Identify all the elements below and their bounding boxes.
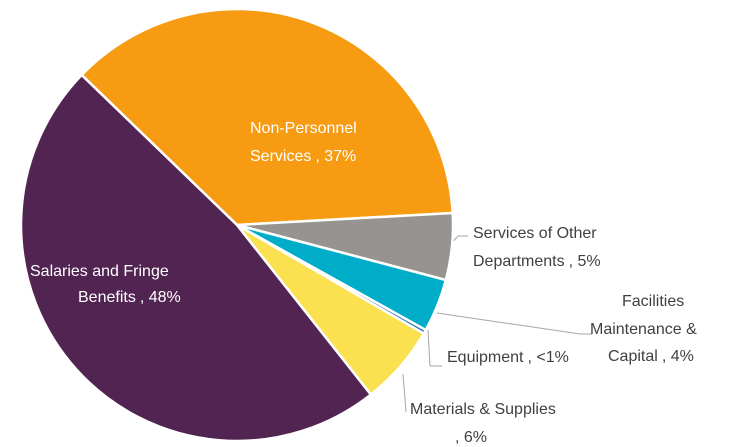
data-label-value: , 48% bbox=[140, 289, 181, 306]
data-label-category: Equipment bbox=[447, 349, 524, 366]
pie-slice bbox=[19, 73, 373, 443]
data-label-value: , 37% bbox=[315, 148, 356, 165]
data-label-value: , 6% bbox=[455, 429, 487, 446]
data-label-value: , <1% bbox=[528, 349, 569, 366]
data-label-category: Services of Other Departments bbox=[473, 225, 601, 270]
data-label-value: , 4% bbox=[662, 348, 694, 365]
leader-line bbox=[402, 373, 407, 413]
data-label-value: , 5% bbox=[569, 253, 601, 270]
data-label-category: Salaries and Fringe Benefits bbox=[30, 263, 173, 306]
data-label-category: Materials & Supplies bbox=[410, 401, 556, 418]
leader-line bbox=[436, 312, 592, 335]
leader-lines bbox=[402, 235, 592, 413]
data-label-category: Non-Personnel Services bbox=[250, 120, 361, 165]
pie-slice bbox=[79, 7, 454, 227]
leader-line bbox=[427, 329, 442, 367]
data-label-category: Facilities Maintenance & Capital bbox=[590, 293, 701, 365]
